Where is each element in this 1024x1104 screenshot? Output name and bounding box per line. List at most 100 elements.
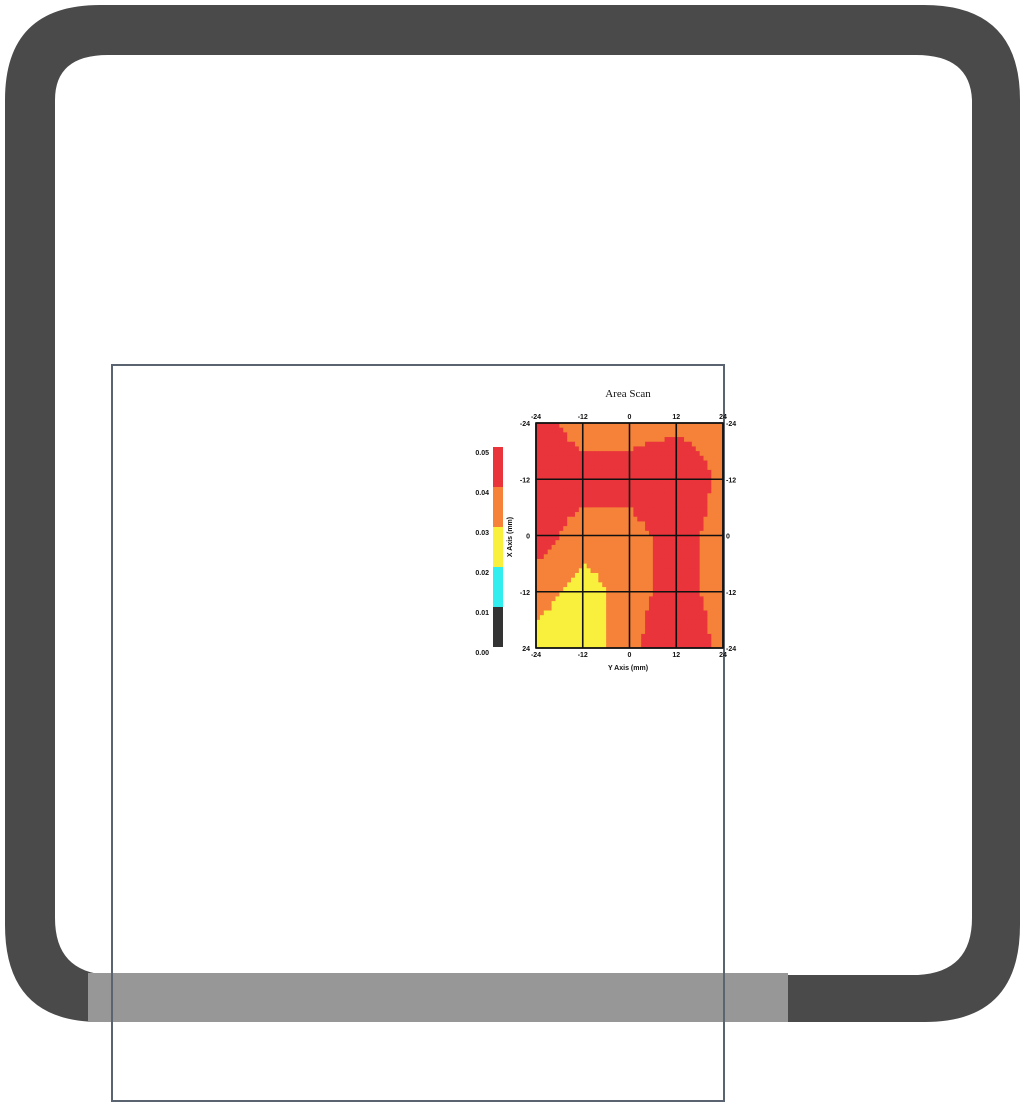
contour-cell: [648, 577, 654, 583]
contour-cell: [633, 615, 638, 621]
contour-cell: [695, 563, 701, 569]
contour-cell: [563, 502, 568, 508]
contour-cell: [555, 554, 560, 560]
contour-cell: [559, 498, 564, 504]
contour-cell: [610, 465, 615, 471]
contour-cell: [563, 530, 568, 536]
contour-cell: [606, 516, 611, 522]
contour-cell: [606, 498, 611, 504]
contour-cell: [676, 502, 681, 508]
contour-cell: [606, 474, 611, 480]
contour-cell: [703, 573, 708, 579]
contour-cell: [536, 502, 541, 508]
contour-cell: [703, 643, 708, 649]
contour-cell: [582, 516, 588, 522]
contour-cell: [703, 502, 708, 508]
contour-cell: [668, 469, 673, 476]
contour-cell: [684, 432, 689, 438]
contour-cell: [633, 498, 638, 504]
contour-cell: [574, 483, 580, 490]
contour-cell: [684, 460, 689, 466]
contour-cell: [606, 493, 611, 499]
contour-cell: [571, 638, 576, 644]
contour-cell: [645, 573, 650, 579]
contour-cell: [543, 577, 549, 583]
contour-cell: [672, 563, 677, 569]
contour-cell: [621, 591, 627, 597]
contour-cell: [547, 423, 553, 429]
contour-cell: [621, 577, 627, 583]
contour-cell: [676, 573, 681, 579]
contour-cell: [613, 633, 619, 640]
contour-cell: [668, 526, 673, 532]
contour-cell: [606, 633, 611, 640]
contour-cell: [652, 441, 658, 447]
contour-cell: [613, 502, 619, 508]
contour-cell: [551, 427, 556, 433]
contour-cell: [567, 573, 572, 579]
contour-cell: [547, 526, 553, 532]
contour-cell: [641, 427, 646, 433]
contour-cell: [567, 638, 572, 644]
contour-cell: [539, 516, 545, 522]
contour-cell: [543, 441, 549, 447]
contour-cell: [699, 558, 705, 565]
contour-cell: [594, 507, 599, 513]
contour-cell: [707, 558, 712, 565]
contour-cell: [613, 474, 619, 480]
contour-cell: [610, 568, 615, 574]
contour-cell: [563, 479, 568, 485]
contour-cell: [699, 516, 705, 522]
contour-cell: [606, 554, 611, 560]
contour-cell: [707, 427, 712, 433]
contour-cell: [551, 573, 556, 579]
y-tick-label-left: -12: [520, 477, 530, 484]
contour-cell: [610, 573, 615, 579]
contour-cell: [563, 432, 568, 438]
contour-cell: [594, 619, 599, 626]
contour-cell: [703, 483, 708, 490]
contour-cell: [699, 610, 705, 616]
contour-cell: [613, 638, 619, 644]
contour-cell: [602, 516, 607, 522]
contour-cell: [637, 507, 642, 513]
contour-cell: [590, 455, 595, 461]
contour-cell: [660, 624, 666, 630]
contour-cell: [539, 540, 545, 546]
contour-cell: [641, 488, 646, 494]
contour-cell: [676, 643, 681, 649]
contour-cell: [582, 596, 588, 602]
contour-cell: [578, 446, 584, 452]
contour-cell: [586, 469, 592, 476]
x-axis-label: Y Axis (mm): [608, 665, 648, 672]
contour-cell: [551, 615, 556, 621]
contour-cell: [590, 540, 595, 546]
contour-cell: [652, 479, 658, 485]
contour-cell: [687, 624, 693, 630]
contour-cell: [656, 568, 662, 574]
contour-cell: [676, 615, 681, 621]
contour-cell: [621, 638, 627, 644]
contour-cell: [625, 638, 630, 644]
contour-cell: [676, 455, 681, 461]
contour-cell: [656, 558, 662, 565]
contour-cell: [715, 488, 720, 494]
contour-cell: [574, 427, 580, 433]
contour-cell: [703, 610, 708, 616]
contour-cell: [536, 554, 541, 560]
contour-cell: [691, 427, 697, 433]
contour-cell: [660, 507, 666, 513]
contour-cell: [617, 530, 623, 536]
contour-cell: [656, 540, 662, 546]
contour-cell: [629, 610, 634, 616]
contour-cell: [610, 624, 615, 630]
contour-cell: [719, 629, 724, 635]
contour-cell: [680, 437, 685, 443]
contour-cell: [582, 638, 588, 644]
contour-cell: [578, 558, 584, 565]
contour-cell: [543, 568, 549, 574]
contour-cell: [610, 629, 615, 635]
contour-cell: [684, 638, 689, 644]
contour-cell: [645, 587, 650, 593]
contour-cell: [719, 483, 724, 490]
